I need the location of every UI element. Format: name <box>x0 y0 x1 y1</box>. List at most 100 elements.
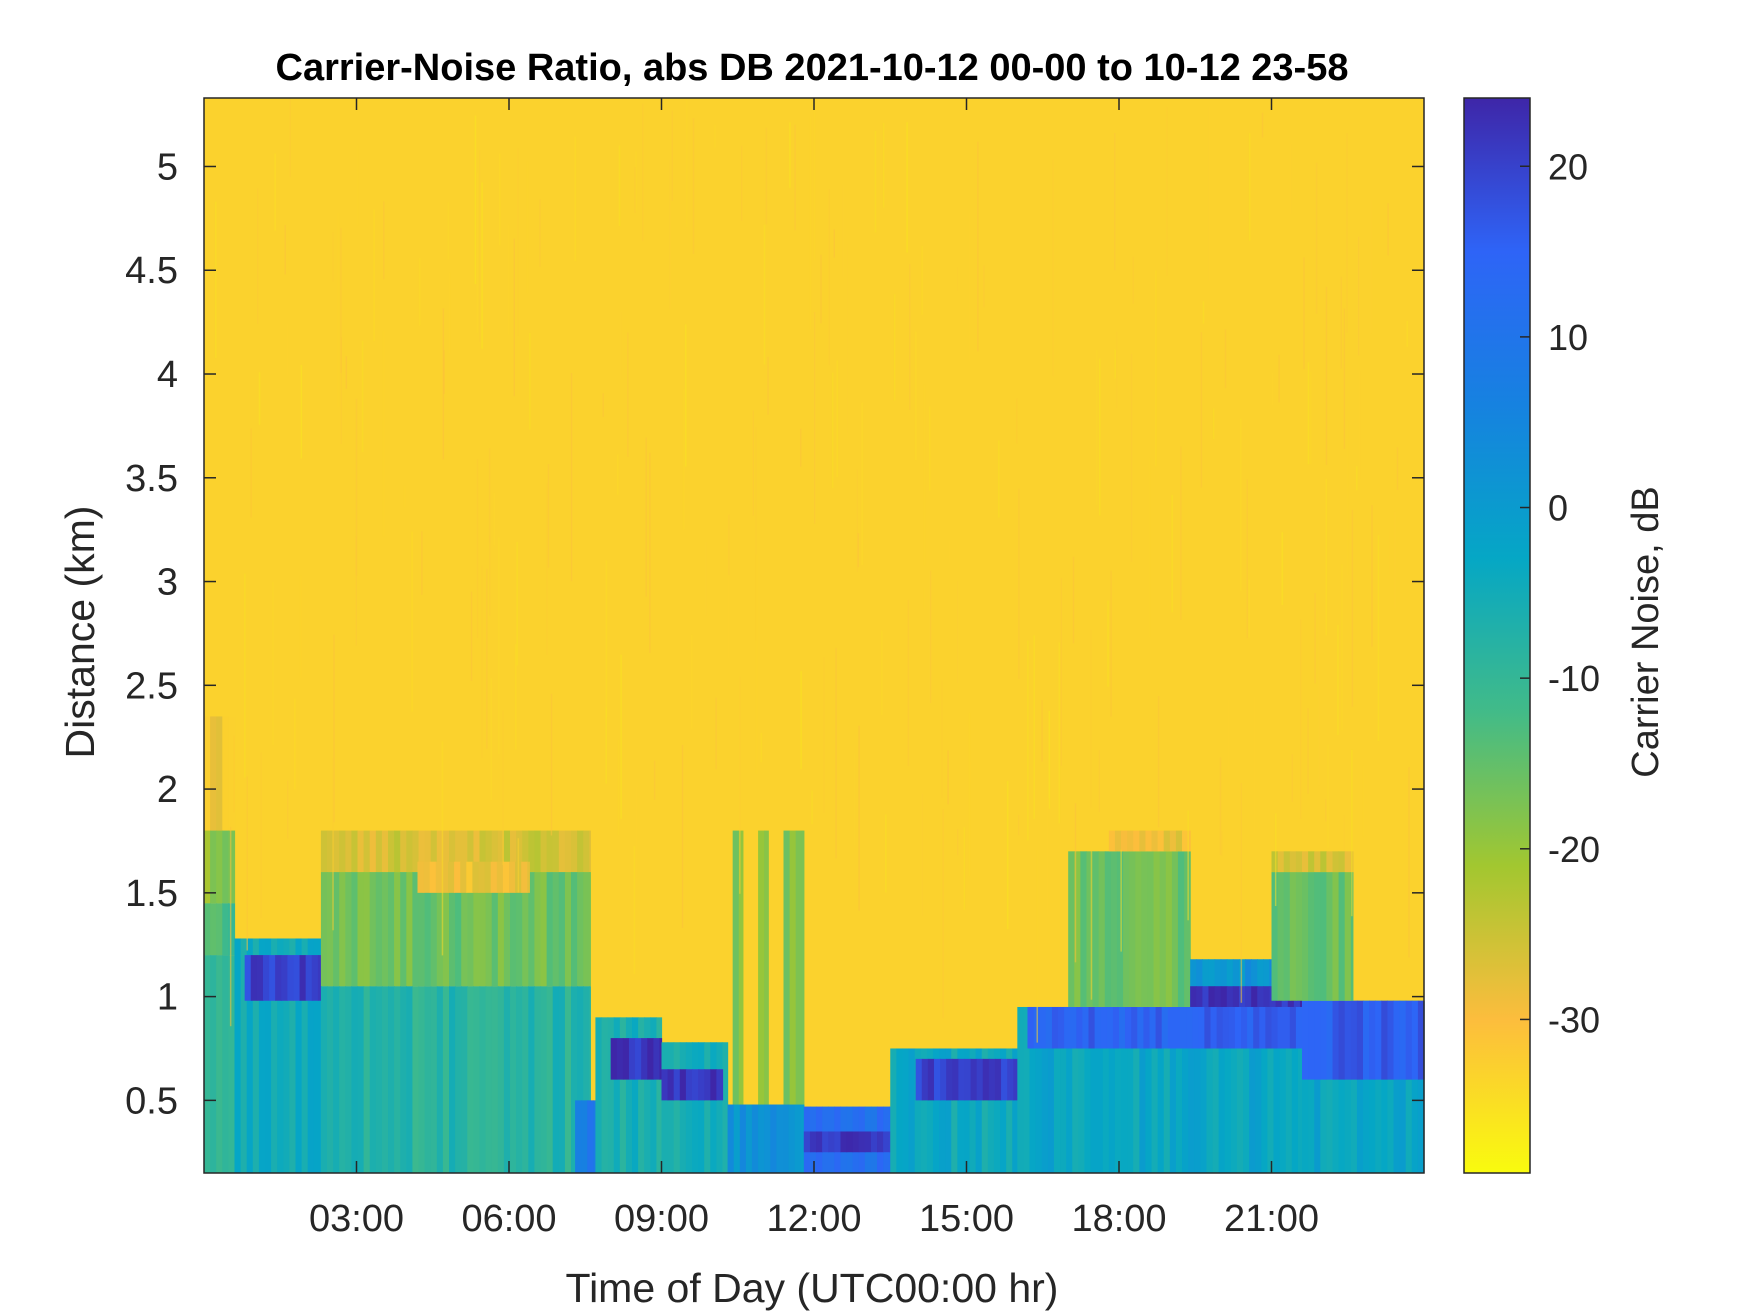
heatmap-cell <box>479 986 487 1173</box>
heatmap-cell <box>1261 1006 1269 1173</box>
heatmap-cell <box>1104 851 1112 1007</box>
heatmap-cell <box>1332 872 1340 1001</box>
heatmap-cell <box>632 1017 639 1173</box>
noise-streak <box>1299 619 1302 819</box>
heatmap-cell <box>540 872 548 987</box>
heatmap-cell <box>1363 1000 1370 1080</box>
heatmap-cell <box>521 861 528 893</box>
heatmap-cell <box>751 1104 759 1173</box>
noise-streak <box>418 258 421 326</box>
noise-streak <box>499 153 501 246</box>
heatmap-cell <box>1131 1006 1138 1049</box>
heatmap-region <box>320 872 591 987</box>
heatmap-cell <box>1137 1006 1144 1049</box>
heatmap-cell <box>275 955 282 1001</box>
heatmap-cell <box>467 986 475 1173</box>
heatmap-cell <box>522 830 529 873</box>
heatmap-cell <box>635 1038 642 1080</box>
heatmap-cell <box>1417 1000 1425 1080</box>
heatmap-cell <box>1308 1000 1315 1080</box>
heatmap-region <box>610 1038 663 1080</box>
heatmap-cell <box>616 1038 624 1080</box>
heatmap-cell <box>546 830 554 873</box>
heatmap-cell <box>222 903 229 956</box>
heatmap-cell <box>927 1058 935 1101</box>
noise-streak <box>739 676 741 894</box>
noise-streak <box>382 330 385 537</box>
x-tick-label: 12:00 <box>766 1198 861 1240</box>
heatmap-cell <box>1001 1058 1008 1101</box>
heatmap-cell <box>1206 1006 1214 1173</box>
noise-streak <box>909 264 911 411</box>
heatmap-region <box>320 830 591 873</box>
heatmap-cell <box>1188 1006 1195 1173</box>
heatmap-cell <box>1171 851 1179 1007</box>
heatmap-cell <box>210 716 217 831</box>
heatmap-cell <box>589 872 591 987</box>
heatmap-cell <box>1263 986 1271 1007</box>
heatmap-cell <box>528 872 536 987</box>
noise-streak <box>755 554 758 775</box>
heatmap-cell <box>1326 1000 1334 1080</box>
heatmap-cell <box>327 872 334 987</box>
colorbar-tick-label: -20 <box>1548 829 1600 870</box>
heatmap-region <box>915 1058 1018 1101</box>
heatmap-cell <box>1058 1006 1065 1049</box>
noise-streak <box>692 118 695 255</box>
noise-streak <box>1246 479 1248 639</box>
noise-streak <box>300 365 303 459</box>
heatmap-cell <box>522 872 529 987</box>
heatmap-cell <box>1186 1006 1193 1049</box>
heatmap-cell <box>228 955 236 1173</box>
heatmap-cell <box>1245 986 1252 1007</box>
noise-streak <box>767 356 769 415</box>
heatmap-cell <box>1141 851 1149 1007</box>
heatmap-cell <box>552 986 560 1173</box>
noise-streak <box>546 482 548 656</box>
heatmap-cell <box>333 830 340 873</box>
noise-streak <box>1058 642 1061 824</box>
heatmap-cell <box>1184 851 1191 1007</box>
heatmap-cell <box>442 872 450 987</box>
noise-streak <box>998 440 1000 518</box>
heatmap-cell <box>1153 851 1161 1007</box>
noise-streak <box>686 99 688 228</box>
heatmap-cell <box>939 1048 946 1173</box>
heatmap-cell <box>558 986 566 1173</box>
heatmap-cell <box>908 1048 916 1173</box>
heatmap-cell <box>1314 1000 1321 1173</box>
heatmap-cell <box>641 1038 648 1080</box>
heatmap-region <box>1108 830 1191 852</box>
heatmap-region <box>661 1042 729 1173</box>
chart-title: Carrier-Noise Ratio, abs DB 2021-10-12 0… <box>276 47 1349 89</box>
noise-streak <box>1006 781 1009 930</box>
noise-streak <box>493 492 495 546</box>
heatmap-cell <box>613 1017 621 1173</box>
heatmap-cell <box>1295 872 1303 1001</box>
noise-streak <box>498 537 500 754</box>
heatmap-cell <box>478 861 486 893</box>
heatmap-cell <box>430 872 438 987</box>
heatmap-cell <box>1257 959 1264 1007</box>
heatmap-cell <box>1151 830 1159 852</box>
heatmap-cell <box>472 861 480 893</box>
heatmap-cell <box>1332 1000 1340 1173</box>
noise-streak <box>948 540 950 563</box>
colorbar-tick-label: 10 <box>1548 317 1588 358</box>
noise-streak <box>474 115 477 284</box>
colorbar-tick-label: 0 <box>1548 488 1568 529</box>
heatmap-cell <box>417 861 425 893</box>
heatmap-cell <box>1208 959 1216 1007</box>
noise-streak <box>1325 798 1327 822</box>
noise-streak <box>1098 749 1101 813</box>
heatmap-cell <box>698 1069 705 1101</box>
heatmap-cell <box>975 1048 983 1173</box>
heatmap-cell <box>357 872 365 987</box>
heatmap-region <box>1271 851 1354 873</box>
noise-streak <box>250 428 252 518</box>
heatmap-region <box>204 903 236 956</box>
heatmap-cell <box>1277 872 1285 1001</box>
noise-streak <box>968 712 971 877</box>
heatmap-cell <box>216 903 223 956</box>
heatmap-cell <box>1399 1000 1407 1173</box>
